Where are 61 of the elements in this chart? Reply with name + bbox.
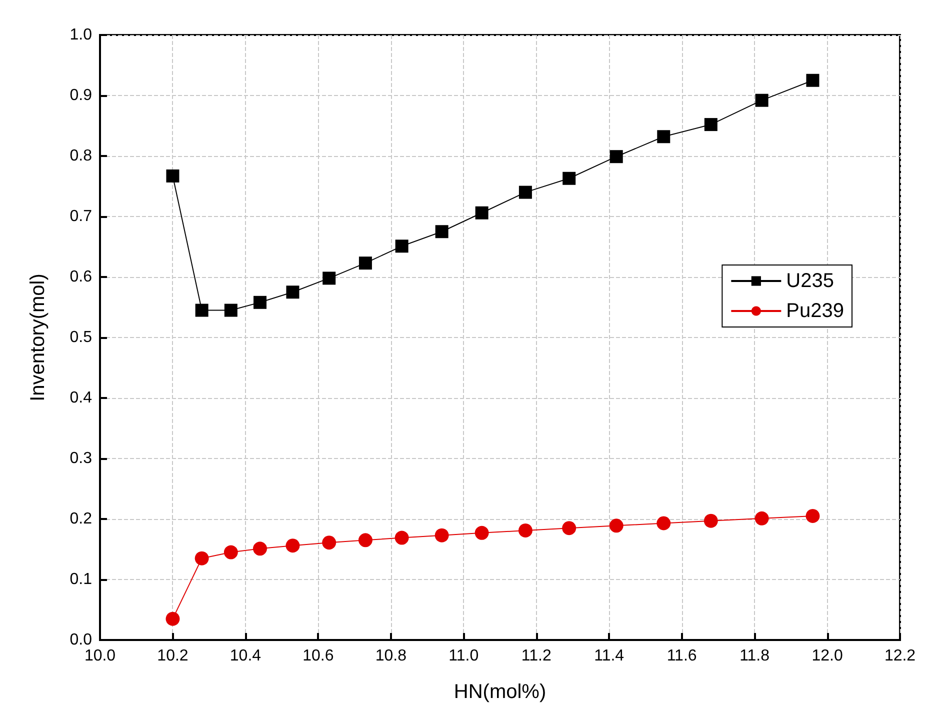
y-tick-label: 0.2 (70, 510, 92, 528)
point (286, 538, 300, 553)
point (394, 530, 409, 545)
point (224, 304, 238, 317)
x-tick-label: 10.4 (230, 648, 262, 664)
point (286, 286, 300, 299)
point (395, 240, 408, 253)
x-axis-title: HN(mol%) (454, 681, 546, 703)
point (609, 518, 624, 533)
point (434, 528, 449, 542)
x-tick-label: 11.8 (740, 648, 770, 664)
x-tick-label: 12.0 (812, 648, 843, 664)
point (194, 551, 209, 566)
point (254, 296, 266, 309)
y-tick-label: 0.0 (70, 632, 92, 648)
point (224, 545, 238, 560)
y-tick-label: 1.0 (70, 26, 92, 44)
y-tick-label: 0.6 (70, 268, 92, 286)
point (253, 542, 267, 556)
y-tick-label: 0.9 (70, 87, 92, 104)
y-tick-label: 0.4 (70, 390, 92, 406)
point (195, 304, 208, 317)
x-tick-label: 10.0 (84, 648, 116, 664)
point (518, 524, 532, 538)
x-tick-label: 12.2 (884, 648, 916, 664)
y-tick-label: 0.5 (70, 329, 92, 346)
y-tick-label: 0.3 (70, 450, 92, 467)
y-tick-label: 0.7 (70, 208, 92, 225)
y-axis-title: Inventory(mol) (27, 274, 49, 402)
legend-label: Pu239 (786, 300, 844, 322)
point (610, 150, 623, 164)
point (656, 516, 671, 530)
x-tick-label: 11.0 (448, 648, 479, 664)
point (322, 272, 336, 285)
x-tick-label: 11.4 (594, 648, 624, 664)
point (474, 526, 489, 540)
x-tick-label: 10.2 (157, 648, 188, 664)
point (322, 536, 336, 550)
point (358, 256, 372, 270)
x-tick-label: 11.2 (521, 648, 552, 664)
point (358, 533, 372, 548)
point (166, 612, 180, 626)
y-tick-label: 0.1 (70, 571, 92, 588)
point (562, 521, 576, 536)
x-tick-label: 10.6 (302, 648, 334, 664)
x-tick-label: 11.6 (666, 648, 697, 664)
y-tick-label: 0.8 (70, 148, 92, 164)
point (755, 94, 768, 107)
point (562, 172, 576, 185)
point (754, 511, 769, 526)
point (806, 508, 820, 523)
point (806, 74, 820, 87)
point (704, 514, 718, 528)
point (435, 225, 448, 238)
point (475, 206, 488, 220)
point (657, 130, 670, 144)
point (166, 169, 180, 182)
point (704, 118, 718, 132)
legend-label: U235 (786, 270, 834, 292)
point (518, 186, 532, 199)
x-tick-label: 10.8 (375, 648, 407, 664)
